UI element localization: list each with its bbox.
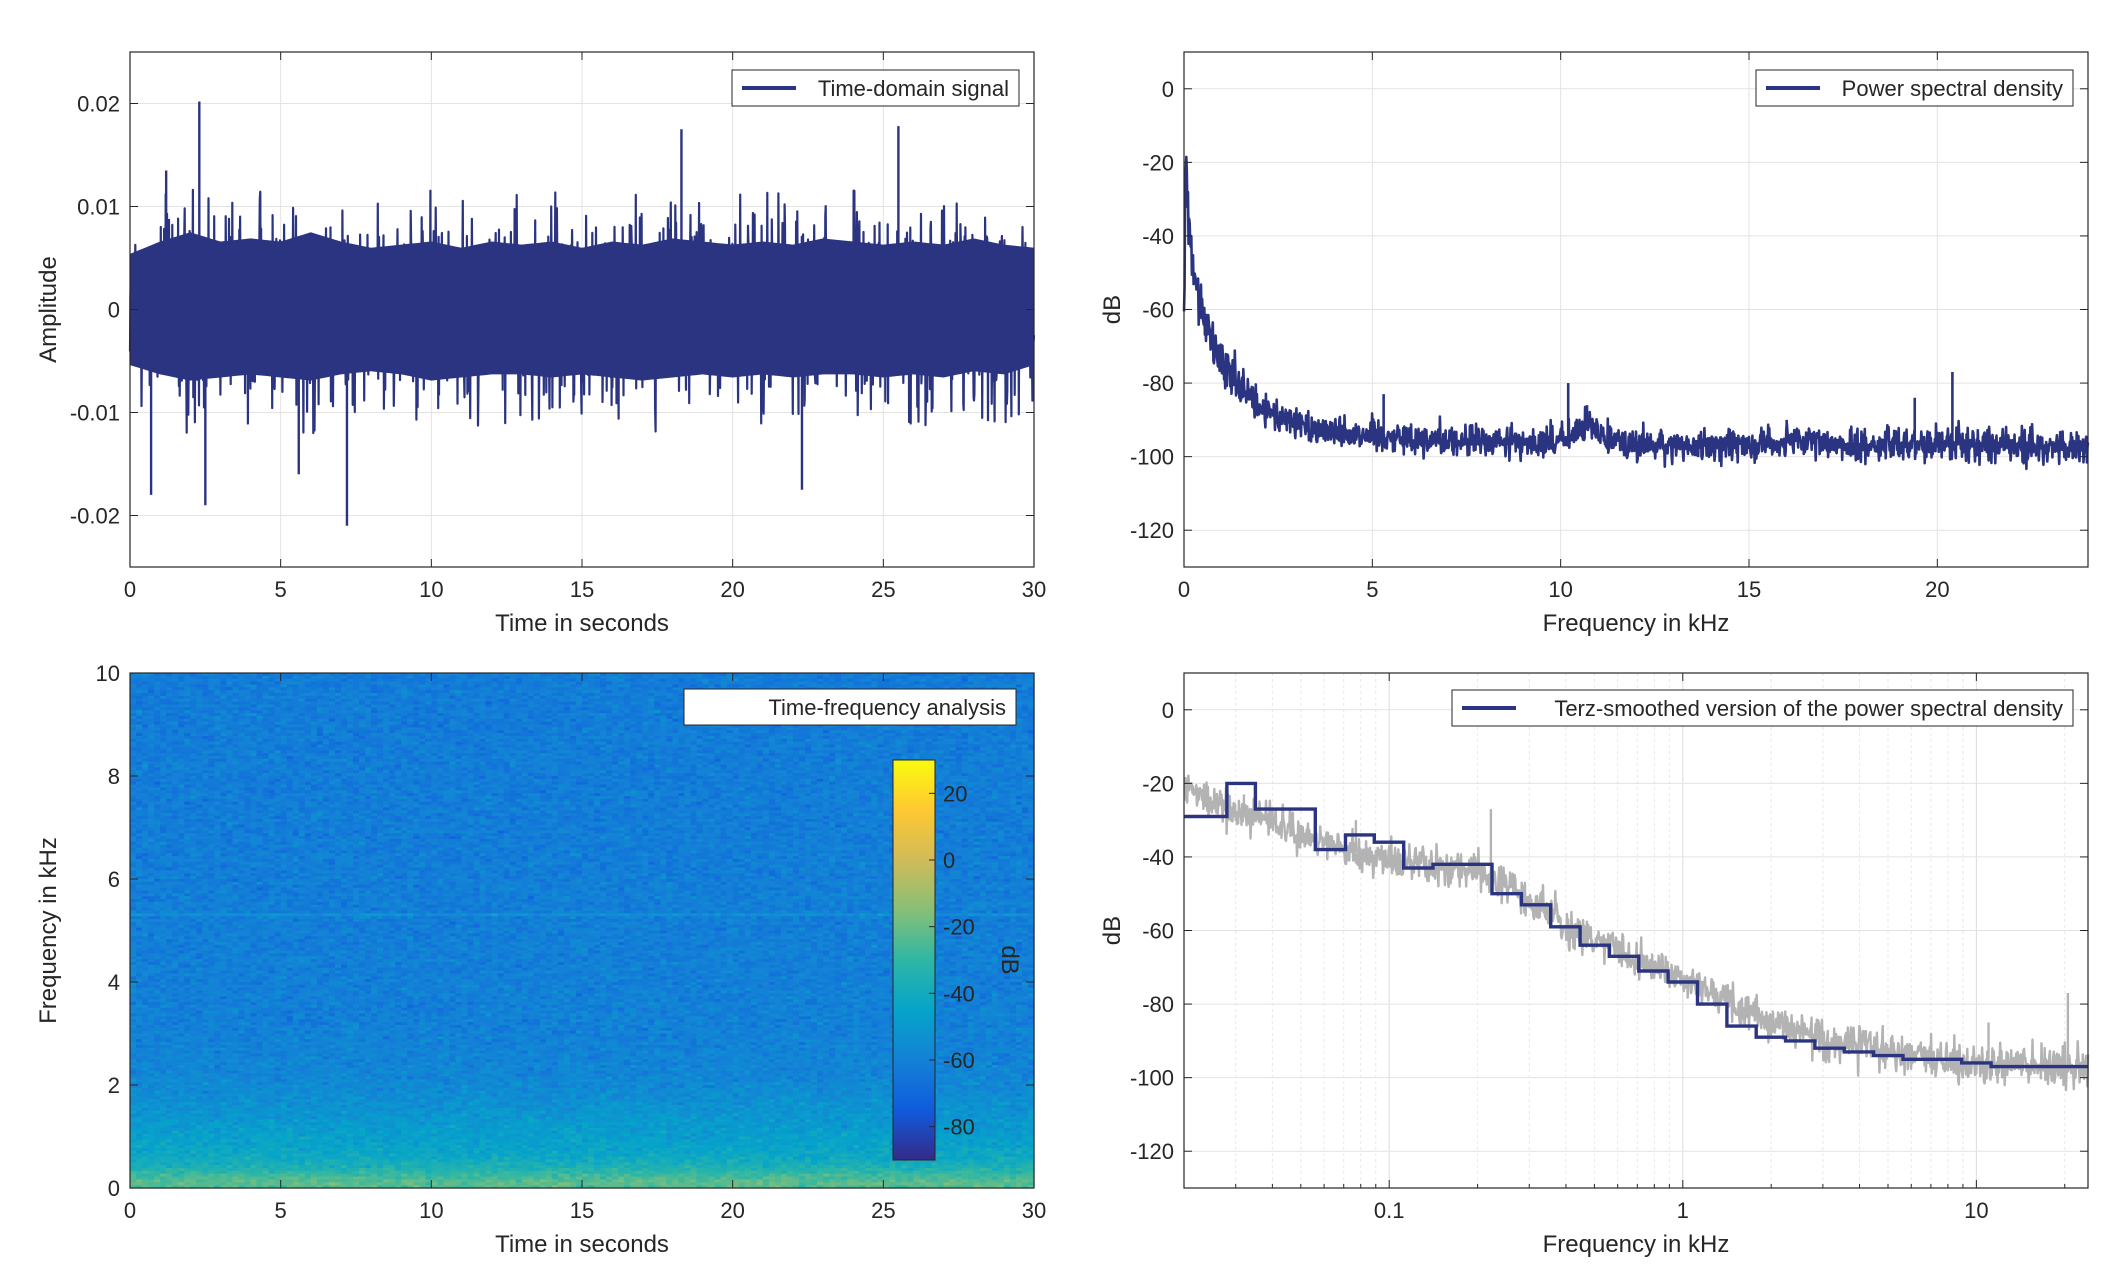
psd-panel: 0 5 10 15 20 -120 -100 -80 -60 -40 -20 0 Frequency i… bbox=[1099, 52, 2088, 637]
x-tick-label: 5 bbox=[1366, 577, 1378, 602]
y-axis-label: Amplitude bbox=[35, 256, 62, 363]
x-tick-label: 10 bbox=[1548, 577, 1572, 602]
legend: Time-domain signal bbox=[732, 70, 1019, 106]
y-tick-label: -0.01 bbox=[70, 401, 120, 426]
y-tick-label: 0.01 bbox=[77, 195, 120, 220]
x-tick-label: 15 bbox=[570, 577, 594, 602]
y-tick-label: -100 bbox=[1130, 445, 1174, 470]
y-tick-label: 0.02 bbox=[77, 92, 120, 117]
x-tick-label: 5 bbox=[275, 577, 287, 602]
y-tick-label: -20 bbox=[1142, 150, 1174, 175]
legend-label: Power spectral density bbox=[1842, 76, 2063, 101]
x-axis-label: Frequency in kHz bbox=[1543, 610, 1730, 637]
x-tick-label: 20 bbox=[1925, 577, 1949, 602]
x-tick-label: 25 bbox=[871, 577, 895, 602]
x-axis-label: Time in seconds bbox=[495, 610, 669, 637]
time-domain-panel: 0 5 10 15 20 25 30 -0.02 -0.01 0 0.01 0.02 Time in s… bbox=[35, 52, 1046, 637]
x-tick-label: 30 bbox=[1022, 577, 1046, 602]
y-tick-label: -120 bbox=[1130, 518, 1174, 543]
y-tick-label: -80 bbox=[1142, 371, 1174, 396]
x-tick-label: 10 bbox=[419, 577, 443, 602]
y-tick-label: 0 bbox=[108, 298, 120, 323]
y-tick-label: -0.02 bbox=[70, 504, 120, 529]
x-tick-label: 15 bbox=[1737, 577, 1761, 602]
x-tick-label: 20 bbox=[720, 577, 744, 602]
y-axis-label: dB bbox=[1099, 295, 1126, 324]
x-tick-label: 0 bbox=[1178, 577, 1190, 602]
legend-label: Time-domain signal bbox=[818, 76, 1009, 101]
y-tick-label: -40 bbox=[1142, 224, 1174, 249]
legend: Power spectral density bbox=[1756, 70, 2073, 106]
y-tick-label: 0 bbox=[1162, 77, 1174, 102]
y-tick-label: -60 bbox=[1142, 298, 1174, 323]
x-tick-label: 0 bbox=[124, 577, 136, 602]
